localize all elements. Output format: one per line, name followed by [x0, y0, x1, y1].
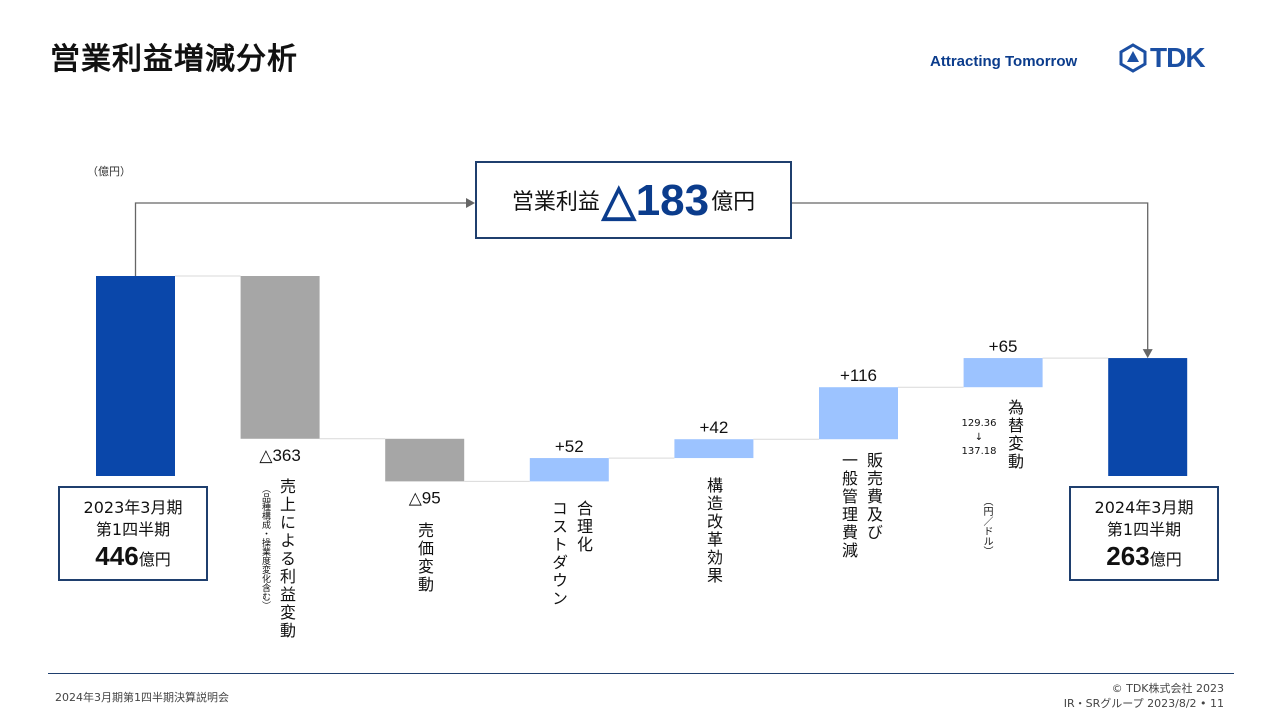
category-fx-note: （円／ドル）	[981, 496, 992, 556]
bar-price	[385, 438, 465, 482]
value-label-cost: +52	[555, 437, 584, 456]
tagline: Attracting Tomorrow	[930, 53, 1078, 70]
start-period-quarter: 第1四半期	[95, 519, 171, 539]
category-cost-label-1: 合理化	[574, 500, 593, 554]
bar-reform	[674, 439, 754, 459]
arrowhead-icon	[466, 198, 475, 208]
category-reform-label: 構造改革効果	[704, 477, 723, 585]
page-title: 営業利益増減分析	[50, 42, 298, 77]
bar-sga	[819, 387, 898, 440]
footer-copyright: © TDK株式会社 2023	[1111, 682, 1224, 695]
bar-start	[96, 276, 175, 476]
fx-rate: 129.36 ↓ 137.18	[954, 417, 1004, 459]
category-cost-label-2: コストダウン	[549, 500, 568, 608]
bar-sales	[240, 276, 320, 439]
start-period-unit: 億円	[138, 549, 171, 569]
value-label-price: △95	[409, 488, 441, 507]
end-period-quarter: 第1四半期	[1106, 519, 1182, 539]
footer-group: IR・SRグループ 2023/8/2 • 11	[1063, 697, 1224, 710]
category-sga-label-2: 一般管理費減	[839, 452, 858, 560]
category-sales-label: 売上による利益変動	[277, 478, 296, 640]
fx-rate-arrow: ↓	[974, 432, 984, 443]
callout-label: 営業利益	[511, 190, 600, 215]
logo-text: TDK	[1150, 42, 1206, 73]
category-sga-label-1: 販売費及び	[864, 452, 883, 542]
start-period-value: 446	[95, 540, 139, 571]
footer-event-title: 2024年3月期第1四半期決算説明会	[55, 691, 229, 704]
callout-unit: 億円	[711, 190, 756, 215]
category-fx-label: 為替変動	[1005, 399, 1024, 471]
start-period-box: 2023年3月期 第1四半期 446億円	[58, 486, 208, 581]
tdk-emblem-icon	[1119, 43, 1147, 73]
end-period-year: 2024年3月期	[1094, 497, 1194, 517]
change-arrow-left	[134, 202, 467, 276]
operating-income-callout: 営業利益 △183 億円	[475, 161, 792, 239]
arrowhead-icon	[1142, 349, 1153, 359]
category-price-label: 売価変動	[415, 522, 434, 594]
footer-divider	[48, 673, 1234, 674]
tdk-logo: TDK	[1118, 42, 1206, 74]
end-period-box: 2024年3月期 第1四半期 263億円	[1069, 486, 1219, 581]
end-period-unit: 億円	[1149, 549, 1182, 569]
value-label-fx: +65	[989, 337, 1018, 356]
start-period-year: 2023年3月期	[83, 497, 183, 517]
bar-cost	[529, 458, 609, 482]
bar-fx	[963, 358, 1043, 388]
bar-end	[1108, 358, 1188, 476]
fx-rate-from: 129.36	[961, 418, 997, 429]
fx-rate-to: 137.18	[961, 446, 997, 457]
end-period-value: 263	[1106, 540, 1150, 571]
value-label-sga: +116	[840, 366, 877, 385]
category-sales-note: （品種構成・操業度変化含む）	[260, 484, 270, 610]
callout-value: △183	[601, 175, 710, 225]
value-label-reform: +42	[699, 418, 728, 437]
unit-label: （億円）	[87, 165, 131, 178]
footer-credits: © TDK株式会社 2023 IR・SRグループ 2023/8/2 • 11	[1064, 681, 1224, 711]
value-label-sales: △363	[259, 446, 300, 465]
change-arrow-right	[792, 202, 1149, 351]
